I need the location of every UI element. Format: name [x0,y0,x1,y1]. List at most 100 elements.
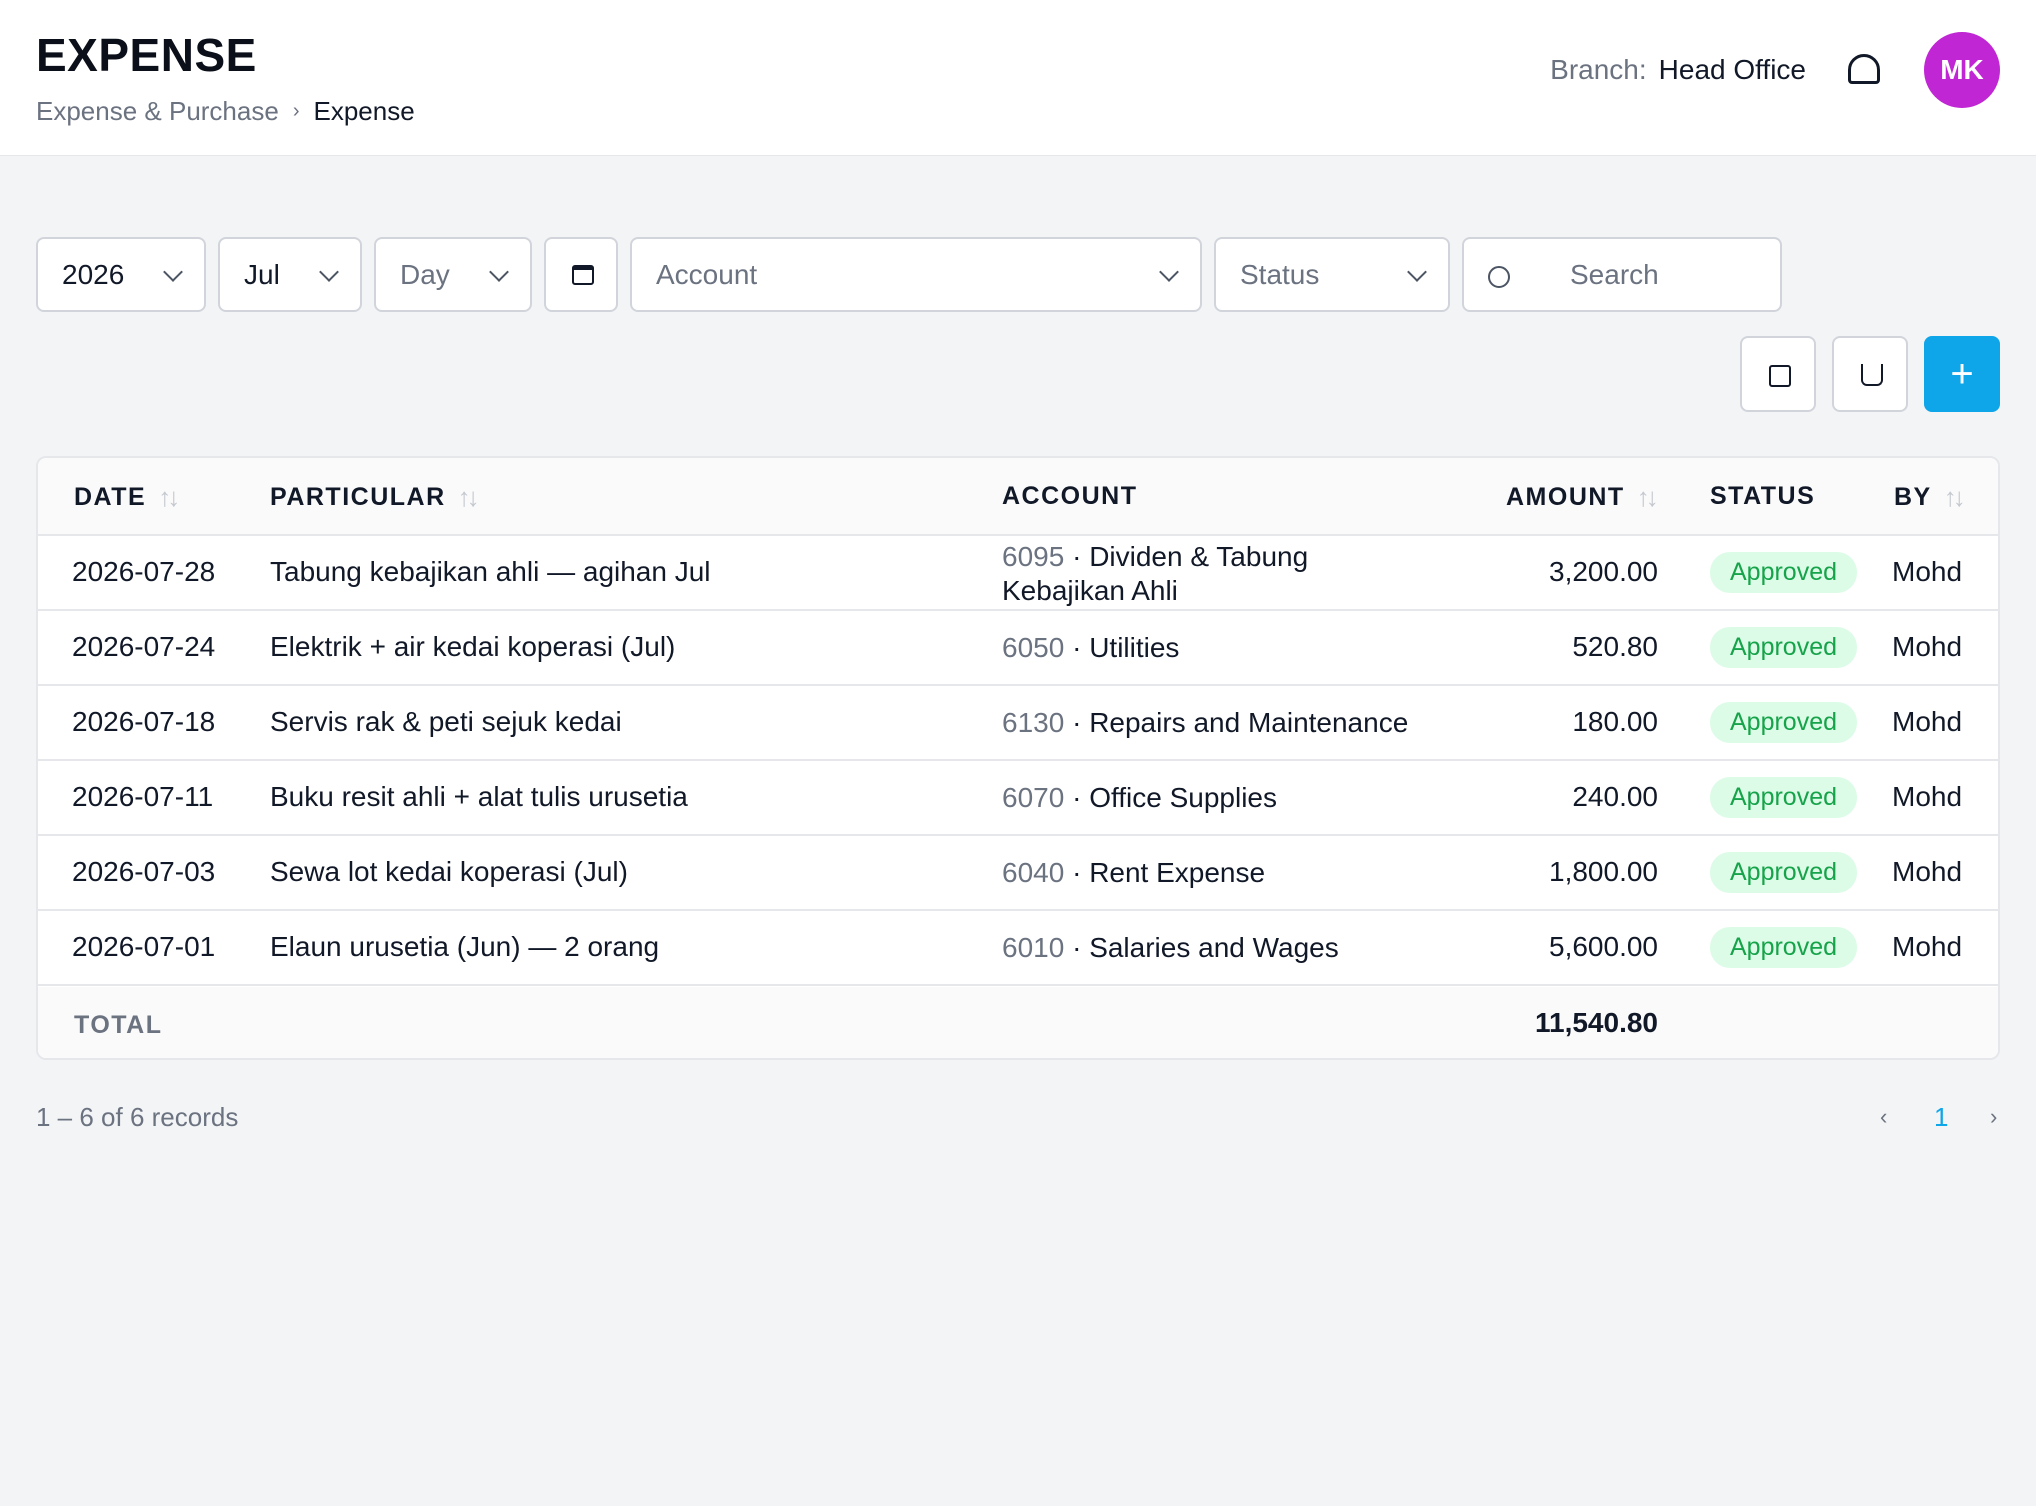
status-badge: Approved [1710,702,1858,743]
table-row[interactable]: 2026-07-03 Sewa lot kedai koperasi (Jul)… [38,836,1998,911]
account-cell: 6095 · Dividen & Tabung Kebajikan Ahli [1002,541,1309,606]
add-expense-button[interactable]: + [1924,336,2000,412]
status-select-placeholder: Status [1240,258,1320,290]
column-label: ACCOUNT [1002,482,1138,510]
branch-value: Head Office [1658,54,1806,85]
date-cell: 2026-07-18 [72,706,216,737]
by-cell: Mohd [1892,781,1963,812]
search-icon [1488,266,1510,288]
page-title: EXPENSE [36,29,257,81]
table-row[interactable]: 2026-07-28 Tabung kebajikan ahli — agiha… [38,536,1998,611]
by-cell: Mohd [1892,856,1963,887]
particular-cell: Elektrik + air kedai koperasi (Jul) [270,631,676,662]
account-code: 6095 [1002,541,1065,572]
account-name: Utilities [1089,632,1180,663]
chevron-down-icon [489,262,509,282]
table-footer: TOTAL 11,540.80 [38,987,1998,1058]
select-toggle-button[interactable] [1740,336,1816,412]
status-badge: Approved [1710,627,1858,668]
user-avatar[interactable]: MK [1924,32,2000,108]
account-code: 6050 [1002,632,1065,663]
account-select[interactable]: Account [630,237,1202,312]
table-row[interactable]: 2026-07-11 Buku resit ahli + alat tulis … [38,761,1998,836]
status-badge: Approved [1710,552,1858,593]
account-name: Office Supplies [1089,782,1277,813]
column-header-amount[interactable]: AMOUNT ↑↓ [1506,482,1659,513]
chevron-down-icon [1159,262,1179,282]
export-button[interactable] [1832,336,1908,412]
particular-cell: Sewa lot kedai koperasi (Jul) [270,856,628,887]
by-cell: Mohd [1892,631,1963,662]
status-badge: Approved [1710,927,1858,968]
account-code: 6010 [1002,932,1065,963]
table-row[interactable]: 2026-07-24 Elektrik + air kedai koperasi… [38,611,1998,686]
column-header-particular[interactable]: PARTICULAR ↑↓ [270,482,480,513]
next-page-button[interactable]: › [1990,1104,1998,1129]
account-code: 6130 [1002,707,1065,738]
date-picker-button[interactable] [544,237,618,312]
amount-cell: 1,800.00 [1549,856,1658,887]
page-header: EXPENSE Expense & Purchase › Expense Bra… [0,0,2036,156]
column-label: BY [1894,483,1932,511]
account-code: 6040 [1002,857,1065,888]
table-row[interactable]: 2026-07-01 Elaun urusetia (Jun) — 2 oran… [38,911,1998,986]
total-amount: 11,540.80 [1534,1007,1658,1038]
column-header-date[interactable]: DATE ↑↓ [74,482,180,513]
calendar-icon [572,265,594,285]
amount-cell: 520.80 [1572,631,1658,662]
year-select-value: 2026 [62,258,125,290]
account-cell: 6050 · Utilities [1002,632,1180,663]
chevron-down-icon [163,262,183,282]
sort-icon: ↑↓ [457,482,480,512]
amount-cell: 180.00 [1572,706,1658,737]
chevron-down-icon [1407,262,1427,282]
amount-cell: 5,600.00 [1549,931,1658,962]
search-box [1462,237,1782,312]
particular-cell: Tabung kebajikan ahli — agihan Jul [270,556,711,587]
month-select[interactable]: Jul [218,237,362,312]
by-cell: Mohd [1892,706,1963,737]
column-label: DATE [74,483,147,511]
amount-cell: 3,200.00 [1549,556,1658,587]
prev-page-button[interactable]: ‹ [1880,1104,1888,1129]
date-cell: 2026-07-28 [72,556,216,587]
account-name: Dividen & Tabung Kebajikan Ahli [1002,541,1309,606]
day-select-placeholder: Day [400,258,450,290]
date-cell: 2026-07-03 [72,856,216,887]
date-cell: 2026-07-24 [72,631,216,662]
table-header: DATE ↑↓ PARTICULAR ↑↓ ACCOUNT AMOUNT ↑↓ … [38,458,1998,536]
year-select[interactable]: 2026 [36,237,206,312]
breadcrumb-separator: › [292,100,300,122]
total-label: TOTAL [74,1011,163,1039]
breadcrumb-parent-link[interactable]: Expense & Purchase [36,96,279,126]
particular-cell: Buku resit ahli + alat tulis urusetia [270,781,688,812]
plus-icon: + [1950,351,1974,396]
column-header-by[interactable]: BY ↑↓ [1894,482,1966,513]
column-label: AMOUNT [1506,483,1625,511]
table-row[interactable]: 2026-07-18 Servis rak & peti sejuk kedai… [38,686,1998,761]
account-name: Salaries and Wages [1089,932,1339,963]
account-code: 6070 [1002,782,1065,813]
page-1-button[interactable]: 1 [1934,1102,1949,1132]
sort-icon: ↑↓ [1943,482,1966,512]
month-select-value: Jul [244,258,280,290]
search-input[interactable] [1570,257,1770,293]
day-select[interactable]: Day [374,237,532,312]
account-cell: 6040 · Rent Expense [1002,857,1266,888]
account-name: Repairs and Maintenance [1089,707,1409,738]
column-label: STATUS [1710,482,1816,510]
date-cell: 2026-07-11 [72,781,214,812]
amount-cell: 240.00 [1572,781,1658,812]
branch-selector[interactable]: Branch: Head Office [1550,54,1806,86]
notification-bell-icon[interactable] [1848,54,1880,84]
status-select[interactable]: Status [1214,237,1450,312]
by-cell: Mohd [1892,556,1963,587]
particular-cell: Elaun urusetia (Jun) — 2 orang [270,931,660,962]
account-cell: 6130 · Repairs and Maintenance [1002,707,1409,738]
column-label: PARTICULAR [270,483,446,511]
particular-cell: Servis rak & peti sejuk kedai [270,706,622,737]
records-count: 1 – 6 of 6 records [36,1102,239,1132]
sort-icon: ↑↓ [1636,482,1659,512]
status-badge: Approved [1710,777,1858,818]
by-cell: Mohd [1892,931,1963,962]
